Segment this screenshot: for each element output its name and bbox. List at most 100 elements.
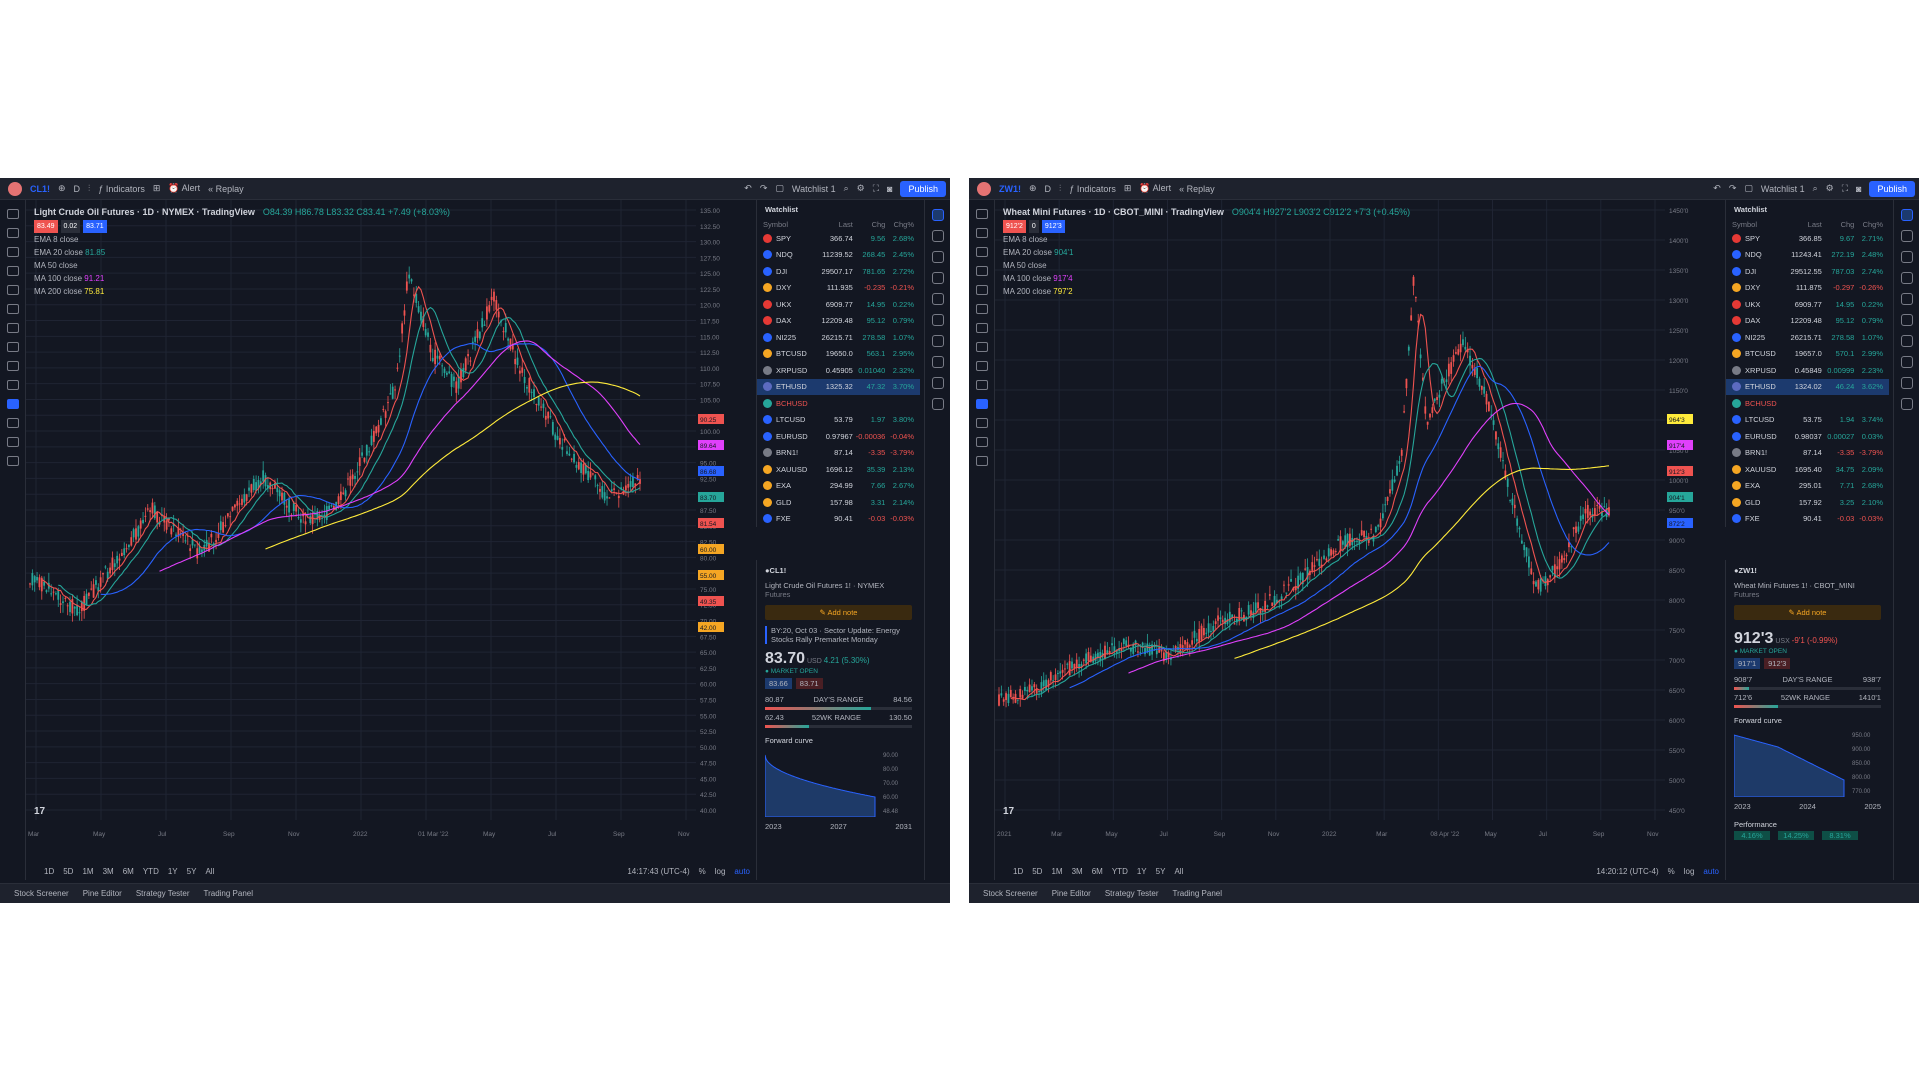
watchlist-row[interactable]: NDQ 11239.52 268.45 2.45% — [757, 247, 920, 264]
replay-button[interactable]: « Replay — [1179, 183, 1215, 194]
range-button[interactable]: 6M — [1091, 866, 1103, 876]
range-button[interactable]: 5Y — [186, 866, 197, 876]
watchlist-row[interactable]: LTCUSD 53.75 1.94 3.74% — [1726, 412, 1889, 429]
prediction-icon[interactable] — [976, 323, 988, 333]
indicator-row[interactable]: EMA 20 close 81.85 — [34, 246, 450, 259]
chart-type-icon[interactable]: ⫶ — [88, 183, 91, 193]
layout-icon[interactable]: ⊞ — [1123, 183, 1132, 193]
gear-icon[interactable]: ⚙ — [1825, 183, 1834, 193]
replay-button[interactable]: « Replay — [208, 183, 244, 194]
watchlist-row[interactable]: DXY 111.935 -0.235 -0.21% — [757, 280, 920, 297]
indicator-row[interactable]: MA 50 close — [34, 259, 450, 272]
tab-trading-panel[interactable]: Trading Panel — [1172, 889, 1223, 898]
column-header[interactable]: Symbol — [763, 219, 789, 229]
column-header[interactable]: Symbol — [1732, 219, 1758, 229]
range-button[interactable]: All — [1174, 866, 1184, 876]
lock-icon[interactable] — [976, 418, 988, 428]
news-item[interactable]: BY:20, Oct 03 · Sector Update: Energy St… — [765, 626, 912, 644]
watchlist-row[interactable]: DJI 29507.17 781.65 2.72% — [757, 263, 920, 280]
calendar-icon[interactable] — [1901, 293, 1913, 305]
notifications-icon[interactable] — [932, 398, 944, 410]
watchlist-row[interactable]: BRN1! 87.14 -3.35 -3.79% — [757, 445, 920, 462]
add-symbol-icon[interactable]: ⊕ — [1029, 183, 1037, 193]
brush-icon[interactable] — [7, 266, 19, 276]
tab-pine-editor[interactable]: Pine Editor — [1051, 889, 1091, 898]
range-button[interactable]: 5D — [63, 866, 74, 876]
prediction-icon[interactable] — [7, 323, 19, 333]
indicator-row[interactable]: EMA 8 close — [1003, 233, 1410, 246]
indicators-button[interactable]: ƒ Indicators — [98, 183, 145, 194]
redo-icon[interactable]: ↷ — [759, 183, 768, 193]
watchlist-row[interactable]: BTCUSD 19657.0 570.1 2.99% — [1726, 346, 1889, 363]
indicator-row[interactable]: MA 100 close 91.21 — [34, 272, 450, 285]
indicator-row[interactable]: MA 50 close — [1003, 259, 1410, 272]
watchlist-row[interactable]: GLD 157.98 3.31 2.14% — [757, 494, 920, 511]
watchlist-row[interactable]: ETHUSD 1325.32 47.32 3.70% — [757, 378, 920, 395]
calendar-icon[interactable] — [932, 293, 944, 305]
pattern-icon[interactable] — [7, 304, 19, 314]
buy-badge[interactable]: 83.71 — [83, 220, 107, 233]
auto-toggle[interactable]: auto — [1703, 866, 1719, 876]
fullscreen-icon[interactable]: ⛶ — [872, 183, 880, 193]
zoom-icon[interactable] — [7, 380, 19, 390]
price-chart[interactable]: 135.00 132.50 130.00 127.50 125.00 122.50 120.… — [26, 200, 750, 856]
watchlist-row[interactable]: DAX 12209.48 95.12 0.79% — [757, 313, 920, 330]
undo-icon[interactable]: ↶ — [744, 183, 752, 193]
watchlist-row[interactable]: EURUSD 0.98037 0.00027 0.03% — [1726, 428, 1889, 445]
watchlist-row[interactable]: DXY 111.875 -0.297 -0.26% — [1726, 280, 1889, 297]
tab-strategy-tester[interactable]: Strategy Tester — [135, 889, 190, 898]
tab-pine-editor[interactable]: Pine Editor — [82, 889, 122, 898]
ideas-icon[interactable] — [932, 335, 944, 347]
watchlist-header[interactable]: Watchlist — [757, 200, 920, 218]
user-avatar[interactable] — [8, 181, 22, 196]
watchlist-icon[interactable] — [1901, 209, 1913, 221]
text-icon[interactable] — [7, 285, 19, 295]
range-button[interactable]: 1M — [1051, 866, 1063, 876]
detail-symbol[interactable]: ZW1! — [1738, 566, 1757, 575]
range-button[interactable]: 1M — [82, 866, 94, 876]
fib-icon[interactable] — [7, 247, 19, 257]
layout-icon[interactable]: ⊞ — [152, 183, 161, 193]
lock-icon[interactable] — [7, 418, 19, 428]
alerts-icon[interactable] — [1901, 230, 1913, 242]
watchlist-row[interactable]: FXE 90.41 -0.03 -0.03% — [757, 511, 920, 528]
range-button[interactable]: 5D — [1032, 866, 1043, 876]
range-button[interactable]: 5Y — [1155, 866, 1166, 876]
data-window-icon[interactable] — [932, 251, 944, 263]
interval-button[interactable]: D — [1044, 183, 1052, 194]
watchlist-row[interactable]: XAUUSD 1695.40 34.75 2.09% — [1726, 461, 1889, 478]
watchlist-row[interactable]: BRN1! 87.14 -3.35 -3.79% — [1726, 445, 1889, 462]
watchlist-row[interactable]: BCHUSD — [1726, 395, 1889, 412]
sell-badge[interactable]: 912'2 — [1003, 220, 1026, 233]
indicator-row[interactable]: MA 200 close 797'2 — [1003, 285, 1410, 298]
trash-icon[interactable] — [976, 456, 988, 466]
add-note-button[interactable]: ✎ Add note — [765, 605, 912, 620]
symbol-search-button[interactable]: CL1! — [30, 183, 50, 194]
range-button[interactable]: 6M — [122, 866, 134, 876]
indicators-button[interactable]: ƒ Indicators — [1069, 183, 1116, 194]
watchlist-header[interactable]: Watchlist — [1726, 200, 1889, 218]
camera-icon[interactable]: ◙ — [1856, 183, 1862, 194]
magnet-icon[interactable] — [7, 399, 19, 409]
tab-trading-panel[interactable]: Trading Panel — [203, 889, 254, 898]
column-header[interactable]: Last — [1807, 219, 1822, 229]
watchlist-select[interactable]: Watchlist 1 — [791, 183, 836, 194]
log-toggle[interactable]: log — [1683, 866, 1695, 876]
icons-icon[interactable] — [976, 342, 988, 352]
zoom-icon[interactable] — [976, 380, 988, 390]
watchlist-row[interactable]: ETHUSD 1324.02 46.24 3.62% — [1726, 378, 1889, 395]
log-toggle[interactable]: log — [714, 866, 726, 876]
search-icon[interactable]: ⌕ — [843, 183, 849, 193]
watchlist-row[interactable]: LTCUSD 53.79 1.97 3.80% — [757, 412, 920, 429]
range-button[interactable]: 1Y — [1136, 866, 1147, 876]
watchlist-row[interactable]: UKX 6909.77 14.95 0.22% — [1726, 296, 1889, 313]
trendline-icon[interactable] — [7, 228, 19, 238]
ideas-icon[interactable] — [1901, 335, 1913, 347]
add-symbol-icon[interactable]: ⊕ — [58, 183, 66, 193]
icons-icon[interactable] — [7, 342, 19, 352]
trash-icon[interactable] — [7, 456, 19, 466]
search-icon[interactable]: ⌕ — [1812, 183, 1818, 193]
column-header[interactable]: Chg% — [893, 219, 915, 229]
watchlist-row[interactable]: DAX 12209.48 95.12 0.79% — [1726, 313, 1889, 330]
trendline-icon[interactable] — [976, 228, 988, 238]
